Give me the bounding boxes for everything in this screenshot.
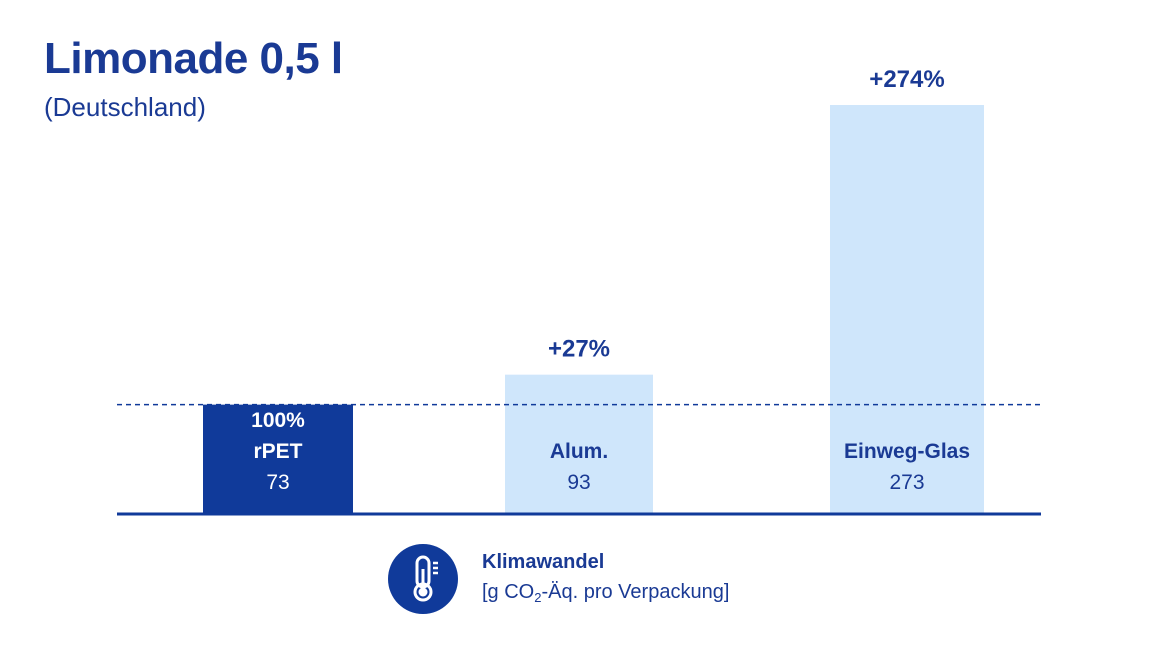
chart-subtitle: (Deutschland) <box>44 92 206 122</box>
value-label: 93 <box>567 471 590 494</box>
legend-title: Klimawandel <box>482 551 605 573</box>
bar <box>505 374 653 514</box>
value-label: 73 <box>266 471 289 494</box>
change-label: +274% <box>869 66 944 93</box>
legend-unit: [g CO2-Äq. pro Verpackung] <box>482 581 729 605</box>
value-label: 273 <box>889 471 924 494</box>
chart-title: Limonade 0,5 l <box>44 34 343 83</box>
category-label: Alum. <box>550 440 608 463</box>
bar <box>203 404 353 514</box>
category-label: Einweg-Glas <box>844 440 970 463</box>
legend-unit-subscript: 2 <box>534 590 542 605</box>
category-label: 100% <box>251 409 305 432</box>
bar <box>830 105 984 514</box>
thermometer-icon <box>387 543 459 615</box>
legend-unit-suffix: -Äq. pro Verpackung] <box>541 581 730 603</box>
legend-unit-prefix: [g CO <box>482 581 535 603</box>
change-label: +27% <box>548 336 610 363</box>
category-label: rPET <box>253 440 302 463</box>
